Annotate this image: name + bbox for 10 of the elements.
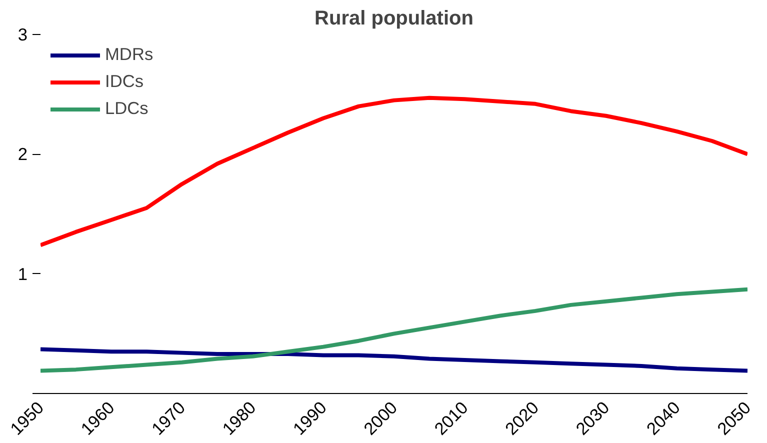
y-tick-label: 2 (18, 144, 28, 164)
line-series (40, 96, 748, 248)
chart-title: Rural population (314, 8, 474, 30)
line-series (40, 287, 748, 373)
legend-label: MDRs (105, 44, 154, 65)
line-series (40, 347, 748, 373)
legend-label: LDCs (105, 98, 148, 119)
y-tick-label: 3 (18, 24, 28, 44)
y-tick-label: 1 (18, 264, 28, 284)
legend-label: IDCs (105, 71, 144, 92)
